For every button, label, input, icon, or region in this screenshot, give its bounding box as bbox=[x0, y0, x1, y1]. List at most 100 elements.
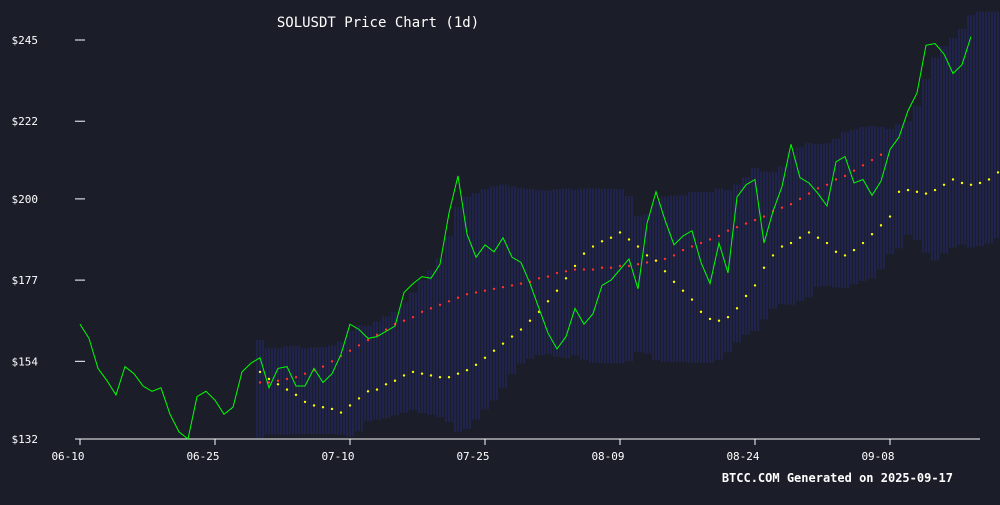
ma-long-point bbox=[258, 381, 262, 384]
ma-short-point bbox=[933, 188, 937, 192]
ma-long-point bbox=[825, 183, 829, 186]
ma-short-point bbox=[519, 328, 523, 331]
ma-long-point bbox=[546, 275, 550, 278]
ma-long-point bbox=[600, 266, 604, 269]
ma-long-point bbox=[348, 349, 352, 352]
ma-long-point bbox=[690, 245, 694, 248]
ma-short-point bbox=[429, 374, 433, 377]
ma-short-point bbox=[996, 171, 1000, 174]
ma-long-point bbox=[699, 241, 703, 245]
ma-long-point bbox=[717, 234, 721, 238]
ma-long-point bbox=[591, 268, 595, 271]
y-tick-label: $222 bbox=[12, 115, 39, 128]
ma-long-point bbox=[708, 238, 712, 241]
ma-short-point bbox=[402, 374, 406, 377]
ma-short-point bbox=[672, 280, 676, 284]
ma-long-point bbox=[447, 300, 451, 303]
ma-long-point bbox=[492, 287, 496, 291]
ma-short-point bbox=[681, 289, 685, 292]
ma-short-point bbox=[780, 245, 784, 248]
ma-short-point bbox=[348, 404, 352, 407]
ma-short-point bbox=[555, 289, 559, 292]
ma-long-point bbox=[276, 379, 280, 382]
ma-long-point bbox=[483, 289, 487, 292]
ma-short-point bbox=[978, 181, 982, 185]
ma-short-point bbox=[771, 254, 775, 257]
ma-long-point bbox=[375, 333, 379, 337]
ma-short-point bbox=[825, 241, 829, 245]
ma-short-point bbox=[816, 236, 820, 239]
ma-short-point bbox=[321, 406, 325, 409]
x-tick-label: 07-25 bbox=[456, 450, 489, 463]
ma-short-point bbox=[267, 377, 271, 381]
ma-short-point bbox=[897, 190, 901, 194]
ma-short-point bbox=[663, 270, 667, 273]
x-tick-label: 08-09 bbox=[591, 450, 624, 463]
ma-long-point bbox=[402, 319, 406, 322]
ma-short-point bbox=[861, 241, 865, 245]
x-tick-label: 09-08 bbox=[861, 450, 894, 463]
ma-short-point bbox=[375, 388, 379, 391]
ma-long-point bbox=[870, 158, 874, 162]
chart-title: SOLUSDT Price Chart (1d) bbox=[277, 15, 479, 31]
ma-long-point bbox=[852, 169, 856, 172]
ma-short-point bbox=[699, 310, 703, 314]
ma-short-point bbox=[294, 393, 298, 397]
x-tick-label: 07-10 bbox=[321, 450, 354, 463]
ma-short-point bbox=[528, 319, 532, 322]
ma-long-point bbox=[321, 365, 325, 368]
ma-long-point bbox=[780, 206, 784, 209]
ma-long-point bbox=[420, 310, 424, 314]
ma-long-point bbox=[735, 225, 739, 229]
ma-short-point bbox=[690, 298, 694, 301]
ma-long-point bbox=[303, 372, 307, 375]
price-line bbox=[79, 36, 972, 440]
ma-long-point bbox=[789, 202, 793, 206]
ma-short-point bbox=[564, 277, 568, 280]
ma-short-point bbox=[591, 245, 595, 248]
ma-long-point bbox=[618, 264, 622, 268]
ma-long-point bbox=[429, 307, 433, 310]
ma-long-point bbox=[861, 164, 865, 167]
ma-short-point bbox=[393, 379, 397, 382]
ma-long-point bbox=[411, 315, 415, 319]
ma-long-point bbox=[726, 229, 730, 232]
y-tick-label: $245 bbox=[12, 34, 39, 47]
ma-short-point bbox=[717, 319, 721, 322]
ma-long-point bbox=[816, 187, 820, 190]
ma-long-point bbox=[384, 328, 388, 331]
ma-long-point bbox=[645, 261, 649, 264]
ma-short-point bbox=[618, 231, 622, 234]
ma-long-point bbox=[843, 174, 847, 178]
ma-long-point bbox=[501, 285, 505, 289]
ma-long-point bbox=[456, 296, 460, 299]
ma-short-point bbox=[834, 250, 838, 254]
ma-short-point bbox=[285, 388, 289, 391]
ma-short-point bbox=[339, 411, 343, 414]
ma-short-point bbox=[951, 178, 955, 181]
ma-long-point bbox=[510, 284, 514, 287]
ma-short-point bbox=[546, 300, 550, 303]
ma-short-point bbox=[987, 178, 991, 181]
ma-long-point bbox=[582, 268, 586, 271]
ma-long-point bbox=[762, 215, 766, 218]
chart-footer: BTCC.COM Generated on 2025-09-17 bbox=[722, 471, 953, 485]
y-tick-label: $177 bbox=[12, 274, 39, 287]
ma-long-point bbox=[474, 291, 478, 294]
ma-short-point bbox=[915, 190, 919, 194]
ma-long-point bbox=[807, 192, 811, 195]
ma-short-point bbox=[744, 294, 748, 298]
ma-short-point bbox=[609, 236, 613, 239]
ma-long-point bbox=[285, 377, 289, 381]
ma-long-point bbox=[609, 266, 613, 269]
ma-long-point bbox=[519, 282, 523, 285]
ma-long-point bbox=[879, 153, 883, 156]
ma-short-point bbox=[879, 224, 883, 227]
ma-short-point bbox=[843, 254, 847, 257]
ma-short-point bbox=[870, 233, 874, 236]
ma-short-point bbox=[708, 317, 712, 321]
ma-short-point bbox=[807, 231, 811, 234]
ma-short-point bbox=[654, 259, 658, 262]
x-tick-label: 06-10 bbox=[51, 450, 84, 463]
